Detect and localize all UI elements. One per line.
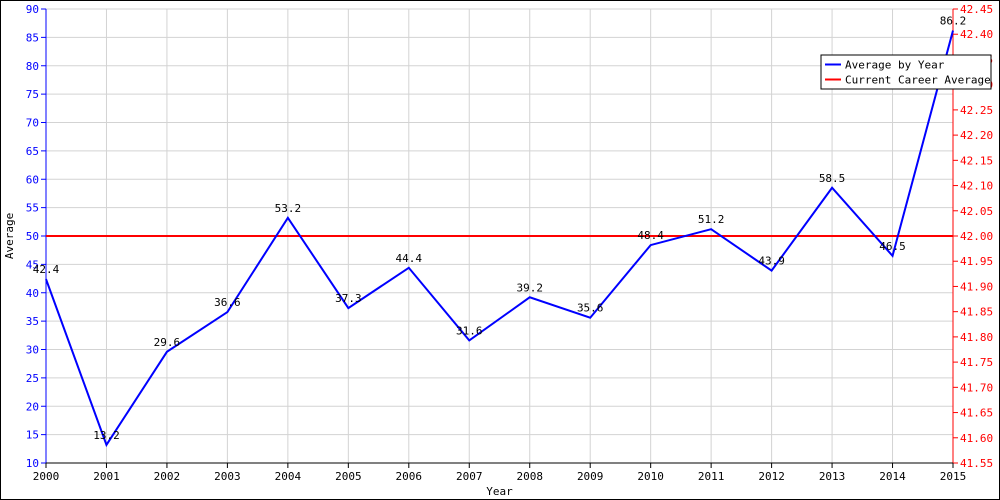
point-label: 58.5	[819, 172, 846, 185]
svg-text:2010: 2010	[637, 470, 664, 483]
svg-text:41.65: 41.65	[960, 407, 993, 420]
chart-svg: 1015202530354045505560657075808590Averag…	[1, 1, 999, 499]
x-axis-title: Year	[486, 485, 513, 498]
point-label: 46.5	[879, 240, 906, 253]
point-label: 35.6	[577, 302, 604, 315]
legend-label: Average by Year	[845, 59, 945, 72]
svg-text:42.05: 42.05	[960, 205, 993, 218]
svg-text:75: 75	[26, 88, 39, 101]
point-label: 39.2	[516, 281, 543, 294]
svg-text:41.85: 41.85	[960, 306, 993, 319]
svg-text:2011: 2011	[698, 470, 725, 483]
svg-text:41.90: 41.90	[960, 280, 993, 293]
svg-text:65: 65	[26, 145, 39, 158]
point-label: 51.2	[698, 213, 725, 226]
y-axis-title: Average	[3, 213, 16, 259]
svg-text:40: 40	[26, 287, 39, 300]
point-label: 53.2	[275, 202, 302, 215]
svg-text:2006: 2006	[396, 470, 423, 483]
svg-text:25: 25	[26, 372, 39, 385]
svg-text:41.75: 41.75	[960, 356, 993, 369]
point-label: 13.2	[93, 429, 120, 442]
svg-text:2000: 2000	[33, 470, 60, 483]
point-label: 43.9	[758, 255, 785, 268]
svg-text:42.10: 42.10	[960, 180, 993, 193]
point-label: 48.4	[637, 229, 664, 242]
svg-text:42.25: 42.25	[960, 104, 993, 117]
svg-text:41.80: 41.80	[960, 331, 993, 344]
svg-text:60: 60	[26, 173, 39, 186]
svg-text:2015: 2015	[940, 470, 967, 483]
svg-text:55: 55	[26, 202, 39, 215]
chart-container: 1015202530354045505560657075808590Averag…	[0, 0, 1000, 500]
svg-text:42.40: 42.40	[960, 28, 993, 41]
svg-text:42.00: 42.00	[960, 230, 993, 243]
svg-text:35: 35	[26, 315, 39, 328]
svg-text:2004: 2004	[275, 470, 302, 483]
svg-text:20: 20	[26, 400, 39, 413]
point-label: 44.4	[396, 252, 423, 265]
svg-text:2008: 2008	[516, 470, 543, 483]
svg-text:30: 30	[26, 344, 39, 357]
point-label: 29.6	[154, 336, 181, 349]
point-label: 36.6	[214, 296, 241, 309]
svg-text:41.95: 41.95	[960, 255, 993, 268]
svg-text:90: 90	[26, 3, 39, 16]
svg-text:2012: 2012	[758, 470, 785, 483]
svg-text:41.70: 41.70	[960, 381, 993, 394]
point-label: 31.6	[456, 324, 483, 337]
svg-text:42.15: 42.15	[960, 154, 993, 167]
svg-text:2001: 2001	[93, 470, 120, 483]
svg-text:50: 50	[26, 230, 39, 243]
svg-text:10: 10	[26, 457, 39, 470]
svg-text:2005: 2005	[335, 470, 362, 483]
svg-text:2007: 2007	[456, 470, 483, 483]
point-label: 37.3	[335, 292, 362, 305]
svg-text:42.20: 42.20	[960, 129, 993, 142]
point-label: 42.4	[33, 263, 60, 276]
svg-text:80: 80	[26, 60, 39, 73]
svg-text:41.55: 41.55	[960, 457, 993, 470]
svg-text:2014: 2014	[879, 470, 906, 483]
svg-text:2002: 2002	[154, 470, 181, 483]
svg-text:41.60: 41.60	[960, 432, 993, 445]
svg-text:2009: 2009	[577, 470, 604, 483]
svg-text:85: 85	[26, 31, 39, 44]
svg-text:15: 15	[26, 429, 39, 442]
svg-text:70: 70	[26, 117, 39, 130]
legend-label: Current Career Average	[845, 74, 991, 87]
point-label: 86.2	[940, 15, 967, 28]
svg-text:2013: 2013	[819, 470, 846, 483]
svg-text:2003: 2003	[214, 470, 241, 483]
